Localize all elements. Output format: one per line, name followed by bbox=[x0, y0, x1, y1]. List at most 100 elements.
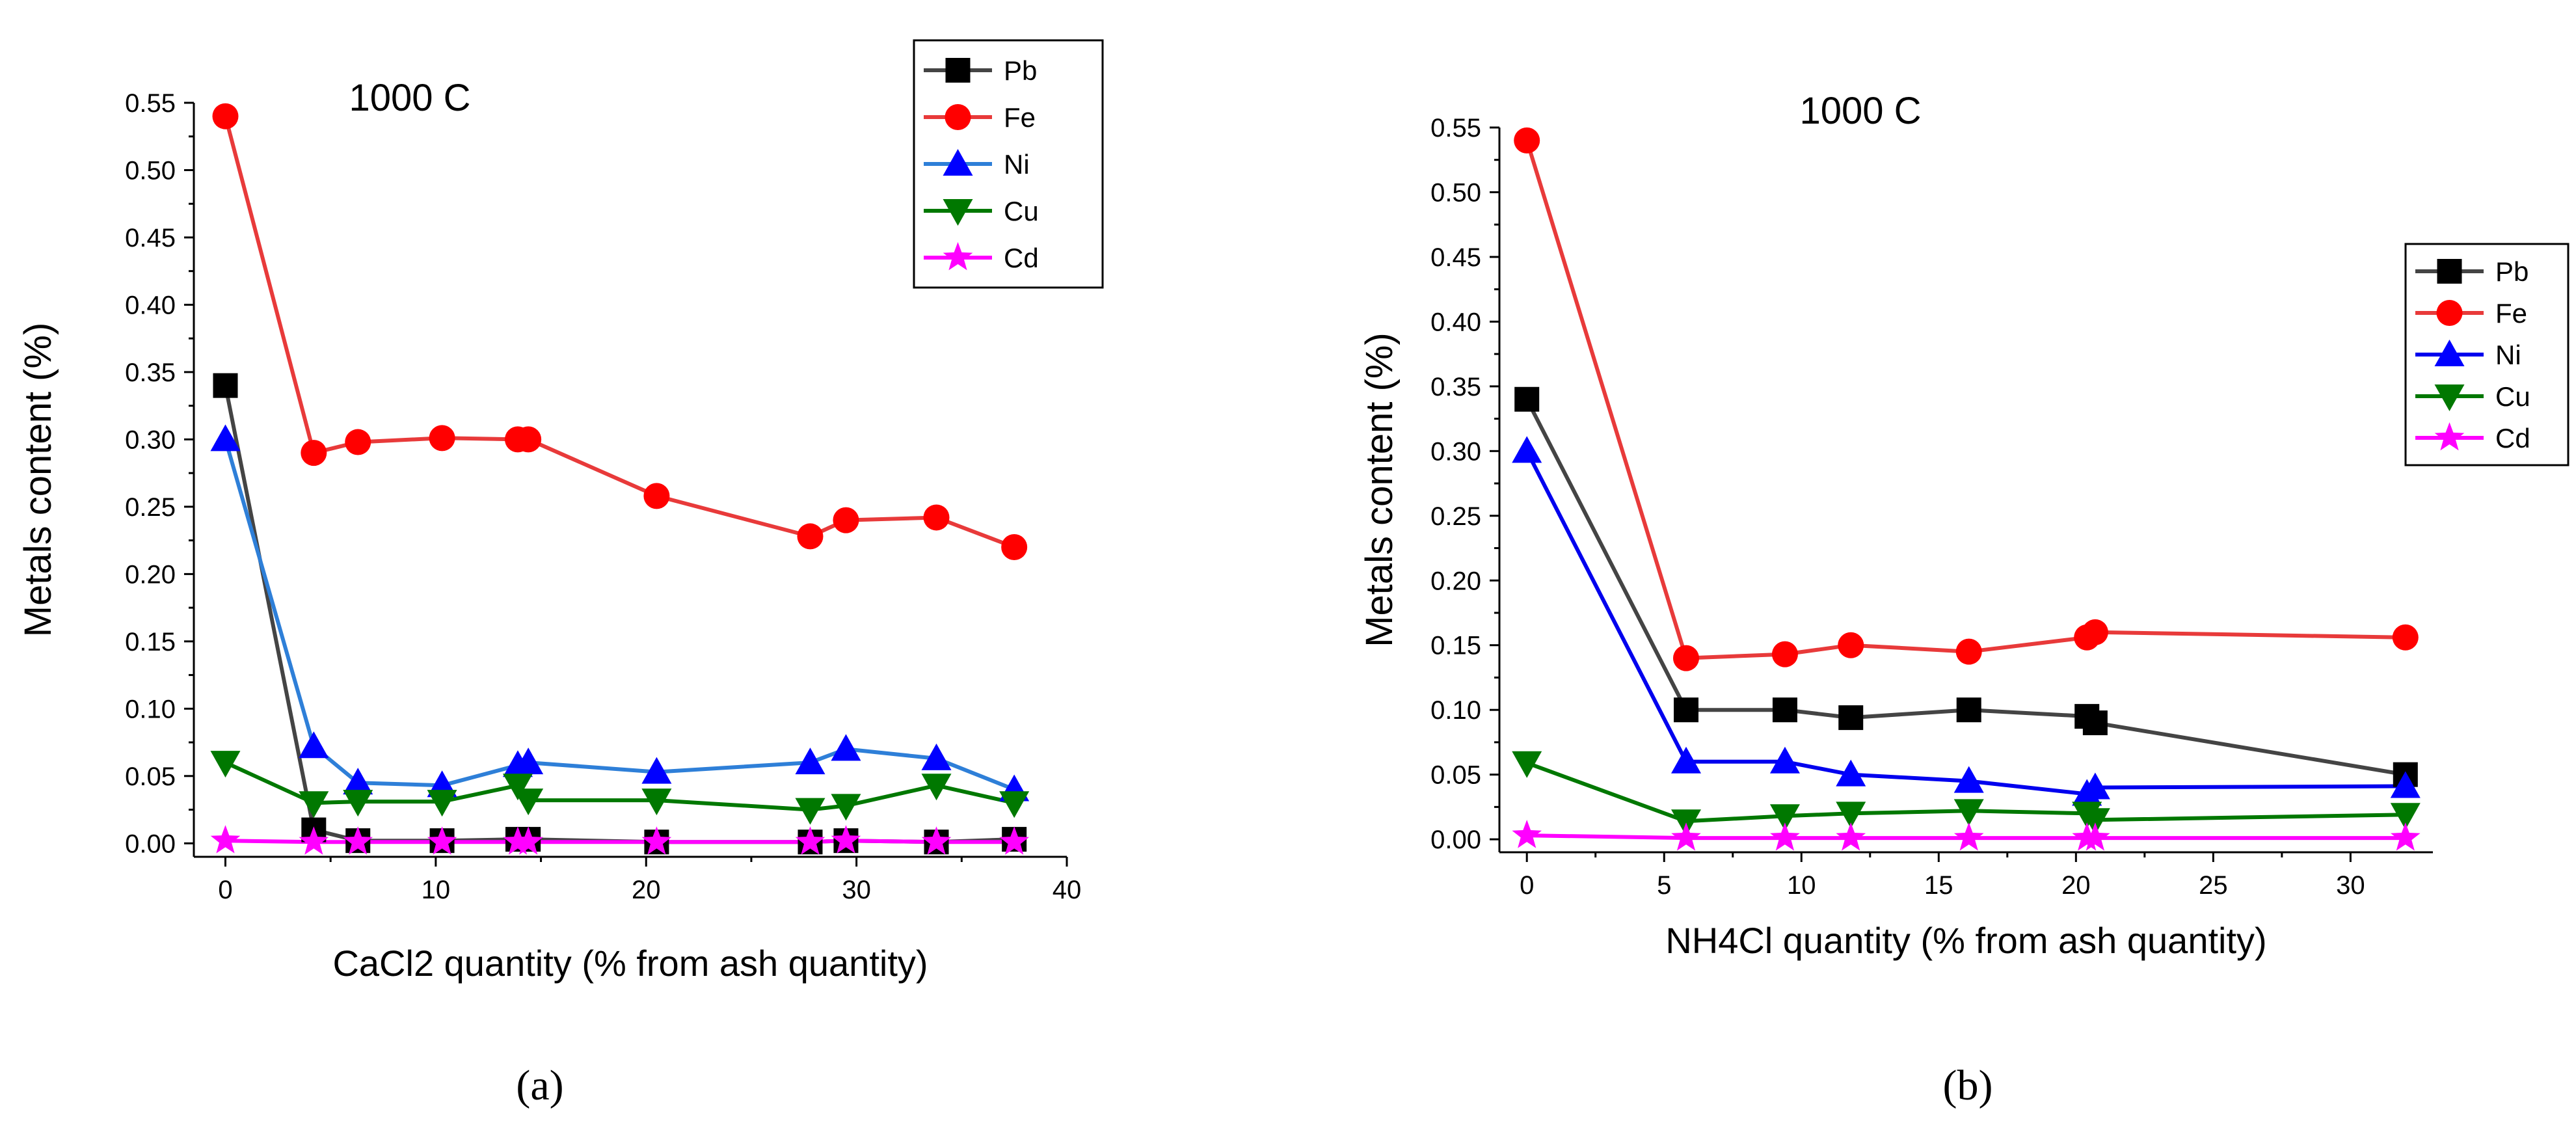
x-tick-label: 30 bbox=[2336, 871, 2365, 900]
data-point-fe bbox=[301, 440, 327, 466]
legend-label-fe: Fe bbox=[2495, 298, 2527, 329]
data-point-cd bbox=[999, 826, 1029, 855]
x-tick-label: 0 bbox=[218, 876, 232, 904]
data-point-ni bbox=[641, 757, 672, 784]
data-point-cu bbox=[299, 791, 329, 818]
data-point-fe bbox=[797, 523, 824, 550]
data-point-cd bbox=[2391, 822, 2421, 851]
data-point-cd bbox=[2080, 822, 2110, 851]
data-point-cu bbox=[210, 751, 241, 778]
x-tick-label: 20 bbox=[2061, 871, 2091, 900]
y-tick-label: 0.55 bbox=[1430, 114, 1481, 142]
data-point-ni bbox=[343, 768, 373, 795]
data-point-fe bbox=[1838, 632, 1864, 658]
legend-marker-cd bbox=[2434, 422, 2465, 451]
data-point-fe bbox=[2082, 619, 2108, 645]
y-tick-label: 0.25 bbox=[125, 493, 176, 522]
data-point-cd bbox=[299, 826, 329, 855]
data-point-fe bbox=[2392, 624, 2419, 651]
y-axis-label: Metals content (%) bbox=[1358, 332, 1401, 647]
x-tick-label: 30 bbox=[842, 876, 871, 904]
y-tick-label: 0.20 bbox=[125, 560, 176, 589]
data-point-pb bbox=[213, 373, 238, 398]
y-tick-label: 0.00 bbox=[125, 829, 176, 858]
data-point-pb bbox=[1514, 386, 1540, 412]
x-tick-label: 10 bbox=[1787, 871, 1816, 900]
chart-title: 1000 C bbox=[349, 77, 470, 119]
legend-marker-ni bbox=[2434, 340, 2465, 366]
y-tick-label: 0.45 bbox=[125, 224, 176, 252]
y-tick-label: 0.35 bbox=[1430, 373, 1481, 401]
data-point-fe bbox=[833, 507, 859, 533]
legend-label-fe: Fe bbox=[1004, 102, 1036, 133]
data-point-cd bbox=[1770, 822, 1800, 851]
data-point-ni bbox=[2080, 772, 2110, 800]
y-tick-label: 0.45 bbox=[1430, 243, 1481, 272]
y-tick-label: 0.50 bbox=[125, 156, 176, 185]
y-tick-label: 0.05 bbox=[1430, 761, 1481, 790]
y-tick-label: 0.00 bbox=[1430, 826, 1481, 854]
legend-marker-cd bbox=[943, 242, 973, 271]
data-point-cd bbox=[1836, 822, 1866, 851]
legend-marker-fe bbox=[945, 104, 971, 130]
data-point-cd bbox=[1953, 822, 1984, 851]
data-point-ni bbox=[921, 743, 952, 770]
data-point-cd bbox=[795, 826, 825, 855]
chart-title: 1000 C bbox=[1799, 90, 1921, 132]
data-point-cu bbox=[1836, 802, 1866, 829]
legend-marker-pb bbox=[945, 58, 971, 83]
legend-label-cd: Cd bbox=[2495, 423, 2530, 453]
y-tick-label: 0.55 bbox=[125, 89, 176, 118]
data-point-cu bbox=[427, 790, 457, 817]
data-point-fe bbox=[1514, 127, 1540, 154]
legend-label-pb: Pb bbox=[1004, 55, 1037, 86]
data-point-cu bbox=[831, 794, 861, 821]
data-point-cd bbox=[210, 825, 241, 854]
data-point-pb bbox=[1772, 697, 1797, 723]
legend: Pb Fe Ni Cu Cd bbox=[913, 39, 1104, 289]
y-tick-label: 0.15 bbox=[125, 628, 176, 656]
x-tick-label: 20 bbox=[632, 876, 661, 904]
series-line-ni bbox=[223, 438, 1015, 792]
legend-marker-fe bbox=[2436, 300, 2463, 326]
data-point-cd bbox=[641, 826, 672, 855]
series-line-fe bbox=[1525, 140, 2406, 660]
data-point-cu bbox=[2390, 803, 2421, 830]
legend-label-pb: Pb bbox=[2495, 256, 2529, 287]
y-axis-label: Metals content (%) bbox=[17, 323, 59, 638]
legend-label-cd: Cd bbox=[1004, 243, 1039, 273]
legend-label-cu: Cu bbox=[2495, 381, 2530, 412]
data-point-ni bbox=[831, 734, 861, 761]
data-point-fe bbox=[515, 426, 542, 453]
y-tick-label: 0.10 bbox=[1430, 696, 1481, 725]
x-tick-label: 10 bbox=[422, 876, 451, 904]
data-point-pb bbox=[2082, 710, 2108, 736]
chart-a: 0.00 0.05 0.10 0.15 0.20 0.25 0.30 0.35 0.40 0.45… bbox=[17, 39, 1104, 1109]
y-tick-label: 0.20 bbox=[1430, 567, 1481, 595]
x-tick-label: 0 bbox=[1520, 871, 1534, 900]
data-point-fe bbox=[1673, 645, 1699, 671]
data-point-cu bbox=[999, 791, 1030, 818]
data-point-cu bbox=[641, 788, 672, 816]
data-point-cd bbox=[1671, 822, 1701, 851]
legend-label-ni: Ni bbox=[2495, 340, 2521, 370]
y-tick-label: 0.25 bbox=[1430, 502, 1481, 531]
x-tick-label: 5 bbox=[1657, 871, 1671, 900]
data-point-cd bbox=[513, 826, 543, 855]
legend-marker-cu bbox=[2434, 384, 2465, 411]
data-point-ni bbox=[2390, 771, 2421, 798]
data-point-cu bbox=[1769, 804, 1800, 831]
legend-label-ni: Ni bbox=[1004, 149, 1030, 180]
y-tick-label: 0.30 bbox=[1430, 437, 1481, 466]
y-tick-label: 0.35 bbox=[125, 358, 176, 387]
legend-label-cu: Cu bbox=[1004, 196, 1039, 226]
data-point-cd bbox=[921, 826, 952, 855]
y-tick-label: 0.05 bbox=[125, 762, 176, 791]
x-tick-label: 15 bbox=[1924, 871, 1953, 900]
data-point-ni bbox=[1671, 746, 1701, 774]
data-point-cu bbox=[343, 790, 373, 817]
x-axis-label: CaCl2 quantity (% from ash quantity) bbox=[332, 943, 928, 984]
panel-label: (a) bbox=[516, 1062, 563, 1109]
x-tick-label: 25 bbox=[2199, 871, 2228, 900]
